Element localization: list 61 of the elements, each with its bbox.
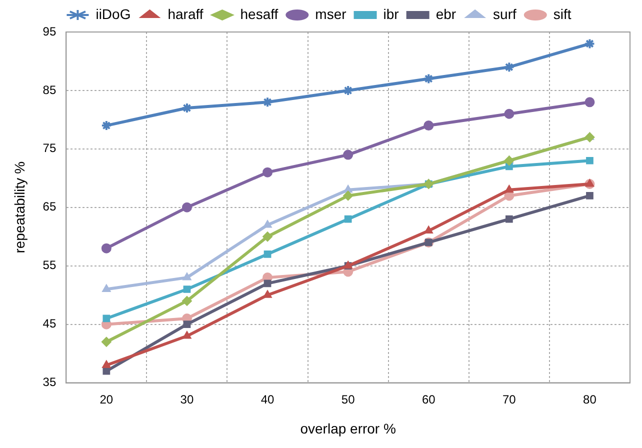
y-tick-label: 85	[42, 82, 56, 97]
x-tick-label: 20	[100, 392, 114, 406]
point	[182, 272, 192, 280]
point	[262, 232, 273, 242]
point	[182, 331, 192, 339]
y-tick-label: 35	[42, 375, 56, 390]
point	[585, 179, 594, 187]
y-tick-label: 45	[42, 316, 56, 331]
point	[262, 167, 273, 178]
point	[504, 156, 514, 166]
point	[101, 243, 112, 254]
point	[182, 296, 192, 306]
legend-label: ibr	[383, 6, 400, 22]
point	[262, 96, 274, 108]
y-tick-label: 95	[42, 24, 56, 38]
point	[586, 192, 594, 200]
point	[100, 120, 112, 132]
point	[424, 120, 434, 131]
point	[504, 108, 514, 119]
y-tick-label: 65	[42, 200, 56, 214]
point	[181, 102, 192, 114]
point	[584, 132, 595, 142]
point	[343, 150, 354, 160]
point	[263, 290, 272, 298]
point	[183, 320, 191, 328]
point	[183, 286, 191, 293]
x-tick-label: 50	[341, 392, 356, 406]
x-tick-label: 70	[502, 392, 516, 406]
point	[584, 38, 596, 50]
point	[586, 156, 594, 164]
point	[423, 73, 434, 84]
legend-label: hesaff	[240, 6, 278, 22]
point	[343, 190, 354, 201]
point	[264, 280, 272, 288]
point	[342, 84, 354, 96]
point	[102, 314, 110, 322]
point	[101, 336, 112, 347]
y-axis-title: repeatability %	[11, 161, 28, 254]
legend-label: surf	[493, 6, 517, 22]
legend-label: iiDoG	[96, 6, 131, 22]
point	[344, 215, 352, 223]
y-tick-label: 75	[42, 141, 56, 156]
point	[102, 367, 110, 375]
x-tick-label: 80	[583, 392, 597, 406]
legend-label: ebr	[436, 6, 456, 22]
point	[505, 215, 513, 223]
point	[182, 202, 192, 212]
point	[584, 97, 595, 108]
point	[504, 62, 515, 73]
x-tick-label: 60	[422, 392, 436, 406]
point	[102, 284, 111, 292]
legend-label: sift	[553, 6, 572, 22]
legend-label: haraff	[168, 6, 204, 22]
point	[263, 220, 272, 228]
x-tick-label: 30	[180, 392, 194, 406]
x-axis-title: overlap error %	[300, 420, 396, 436]
x-tick-label: 40	[260, 392, 275, 406]
point	[102, 360, 111, 368]
point	[264, 250, 272, 258]
legend-label: mser	[315, 6, 347, 22]
y-tick-label: 55	[42, 258, 56, 272]
